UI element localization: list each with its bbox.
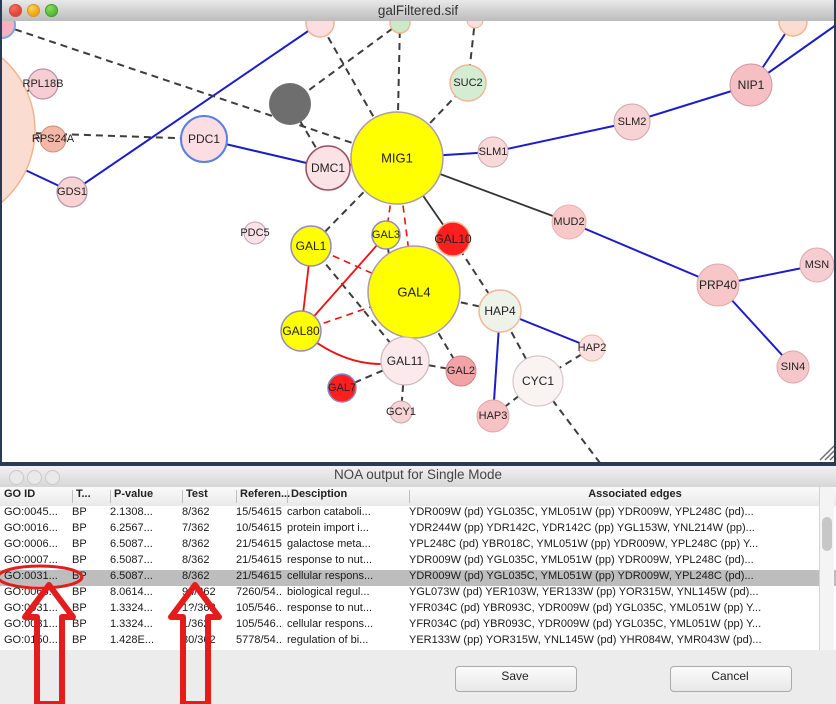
svg-text:HAP4: HAP4 bbox=[484, 304, 516, 318]
svg-text:HAP2: HAP2 bbox=[578, 342, 607, 354]
svg-text:GAL10: GAL10 bbox=[434, 232, 472, 246]
svg-text:SLM2: SLM2 bbox=[618, 116, 647, 128]
svg-text:MSN: MSN bbox=[805, 259, 830, 271]
svg-text:MIG1: MIG1 bbox=[381, 151, 413, 166]
svg-text:PRP40: PRP40 bbox=[699, 278, 737, 292]
svg-text:SIN4: SIN4 bbox=[781, 361, 805, 373]
svg-text:GAL1: GAL1 bbox=[296, 239, 327, 253]
svg-text:MUD2: MUD2 bbox=[553, 216, 584, 228]
svg-text:HAP3: HAP3 bbox=[479, 410, 508, 422]
svg-text:NIP1: NIP1 bbox=[738, 78, 765, 92]
svg-text:CYC1: CYC1 bbox=[522, 374, 554, 388]
svg-text:DMC1: DMC1 bbox=[311, 161, 345, 175]
svg-text:RPL18B: RPL18B bbox=[23, 78, 64, 90]
svg-text:GAL3: GAL3 bbox=[372, 229, 400, 241]
svg-text:GDS1: GDS1 bbox=[57, 186, 87, 198]
svg-text:GAL2: GAL2 bbox=[447, 365, 475, 377]
svg-text:SUC2: SUC2 bbox=[453, 77, 482, 89]
svg-text:PDC1: PDC1 bbox=[188, 132, 220, 146]
svg-text:SLM1: SLM1 bbox=[479, 146, 508, 158]
svg-text:GAL11: GAL11 bbox=[387, 354, 424, 368]
svg-text:GCY1: GCY1 bbox=[386, 406, 416, 418]
svg-text:GAL80: GAL80 bbox=[282, 324, 320, 338]
svg-text:RPS24A: RPS24A bbox=[32, 133, 75, 145]
svg-text:PDC5: PDC5 bbox=[240, 227, 269, 239]
svg-text:GAL4: GAL4 bbox=[397, 285, 430, 300]
svg-text:GAL7: GAL7 bbox=[328, 382, 356, 394]
